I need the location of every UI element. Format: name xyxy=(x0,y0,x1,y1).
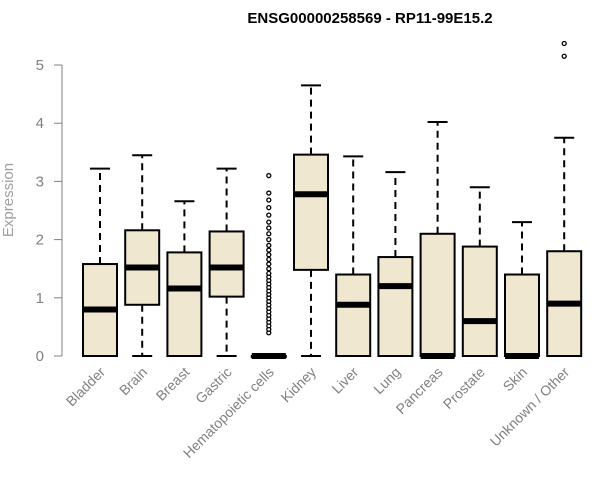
x-tick-label: Brain xyxy=(116,364,150,398)
box-lung xyxy=(377,171,414,357)
outlier-point xyxy=(266,236,272,243)
chart-title: ENSG00000258569 - RP11-99E15.2 xyxy=(247,10,492,27)
outlier-point xyxy=(266,256,272,263)
box-breast xyxy=(166,200,203,358)
outlier-point xyxy=(266,190,272,196)
y-tick-label: 4 xyxy=(36,115,44,132)
outlier-point xyxy=(266,242,272,249)
y-axis: 0 1 2 3 4 5 xyxy=(36,57,63,365)
box-prostate xyxy=(461,186,498,357)
box-brain xyxy=(124,154,161,357)
x-tick-label: Pancreas xyxy=(393,364,446,417)
box-hematopoietic-cells xyxy=(250,172,287,359)
outlier-point xyxy=(266,219,272,225)
outlier-point xyxy=(266,172,272,179)
box-iqr xyxy=(166,251,203,358)
outlier-point xyxy=(266,247,272,253)
box-iqr xyxy=(208,230,245,298)
box-iqr xyxy=(335,273,372,357)
outlier-point xyxy=(266,231,272,237)
box-gastric xyxy=(208,167,245,357)
outlier-point xyxy=(266,252,272,258)
outlier-point xyxy=(561,53,567,59)
y-tick-label: 3 xyxy=(36,173,44,190)
box-series xyxy=(82,40,583,359)
x-tick-label: Lung xyxy=(370,364,403,397)
box-iqr xyxy=(419,232,456,357)
box-pancreas xyxy=(419,121,456,359)
box-bladder xyxy=(82,167,118,358)
outlier-point xyxy=(266,266,272,272)
outlier-point xyxy=(266,204,272,211)
box-unknown-other xyxy=(546,40,583,358)
x-tick-label: Bladder xyxy=(63,364,109,410)
box-skin xyxy=(504,221,540,359)
outlier-point xyxy=(266,197,272,203)
x-tick-label: Prostate xyxy=(440,364,488,412)
x-tick-label: Kidney xyxy=(278,364,320,406)
x-tick-label: Liver xyxy=(329,364,362,397)
box-kidney xyxy=(293,84,329,357)
outlier-point xyxy=(561,40,567,47)
x-tick-label: Skin xyxy=(500,364,531,395)
outlier-point xyxy=(266,225,272,231)
box-iqr xyxy=(504,273,540,357)
box-liver xyxy=(335,155,372,357)
outlier-point xyxy=(266,212,272,218)
y-axis-label: Expression xyxy=(0,163,17,237)
box-iqr xyxy=(461,245,498,357)
y-tick-label: 0 xyxy=(36,348,44,365)
y-tick-label: 1 xyxy=(36,290,44,307)
y-tick-label: 5 xyxy=(36,57,44,74)
outlier-point xyxy=(266,270,272,277)
x-tick-label: Unknown / Other xyxy=(487,364,573,450)
outlier-point xyxy=(266,261,272,267)
box-iqr xyxy=(377,256,414,357)
box-iqr xyxy=(293,153,329,271)
x-tick-label: Breast xyxy=(153,364,193,404)
y-tick-label: 2 xyxy=(36,232,44,249)
